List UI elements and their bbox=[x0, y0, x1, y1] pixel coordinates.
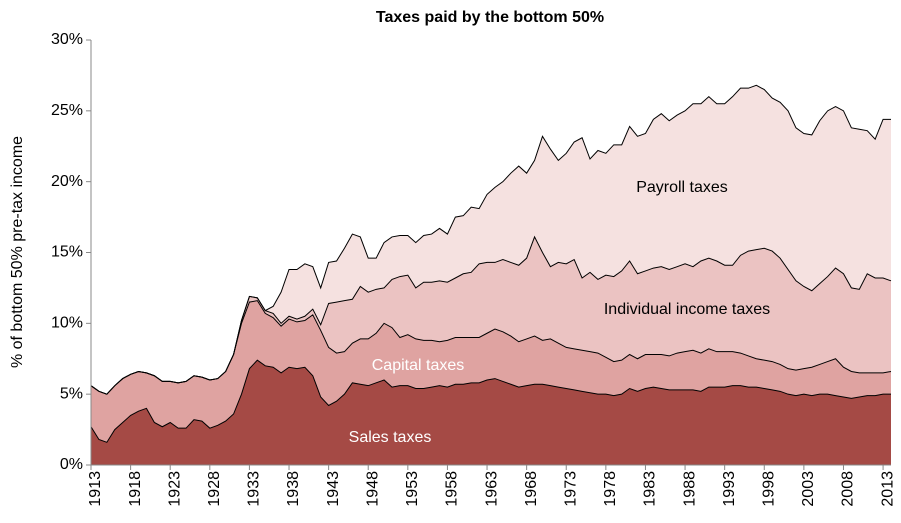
area-edge bbox=[90, 359, 891, 443]
x-tick-label: 1953 bbox=[404, 471, 421, 507]
series-label: Capital taxes bbox=[372, 357, 465, 374]
x-tick-label: 1963 bbox=[483, 471, 500, 507]
y-tick-label: 5% bbox=[60, 385, 83, 402]
series-label: Sales taxes bbox=[349, 429, 432, 446]
x-tick-label: 1913 bbox=[87, 471, 104, 507]
x-tick-label: 1923 bbox=[166, 471, 183, 507]
area bbox=[91, 360, 891, 465]
x-tick-label: 1918 bbox=[127, 471, 144, 507]
area bbox=[91, 85, 891, 395]
x-tick-label: 1943 bbox=[325, 471, 342, 507]
x-tick-label: 2013 bbox=[879, 471, 896, 507]
y-tick-label: 15% bbox=[51, 244, 83, 261]
x-tick-label: 1933 bbox=[246, 471, 263, 507]
series-label: Individual income taxes bbox=[604, 301, 770, 318]
y-tick-label: 25% bbox=[51, 102, 83, 119]
chart-title: Taxes paid by the bottom 50% bbox=[376, 9, 604, 26]
x-tick-label: 1983 bbox=[642, 471, 659, 507]
x-tick-label: 1928 bbox=[206, 471, 223, 507]
series-label: Payroll taxes bbox=[636, 179, 728, 196]
y-tick-label: 20% bbox=[51, 173, 83, 190]
area bbox=[91, 236, 891, 395]
y-axis-label: % of bottom 50% pre-tax income bbox=[9, 136, 26, 368]
x-tick-label: 1978 bbox=[602, 471, 619, 507]
x-tick-label: 1958 bbox=[444, 471, 461, 507]
y-tick-label: 30% bbox=[51, 31, 83, 48]
x-tick-label: 1998 bbox=[760, 471, 777, 507]
x-tick-label: 1948 bbox=[364, 471, 381, 507]
area-edge bbox=[90, 84, 891, 395]
y-tick-label: 0% bbox=[60, 456, 83, 473]
x-tick-label: 1988 bbox=[681, 471, 698, 507]
x-tick-label: 1973 bbox=[562, 471, 579, 507]
x-tick-label: 2003 bbox=[800, 471, 817, 507]
x-tick-label: 1968 bbox=[523, 471, 540, 507]
y-tick-label: 10% bbox=[51, 315, 83, 332]
area bbox=[91, 300, 891, 443]
x-tick-label: 1993 bbox=[721, 471, 738, 507]
x-tick-label: 1938 bbox=[285, 471, 302, 507]
x-tick-label: 2008 bbox=[840, 471, 857, 507]
